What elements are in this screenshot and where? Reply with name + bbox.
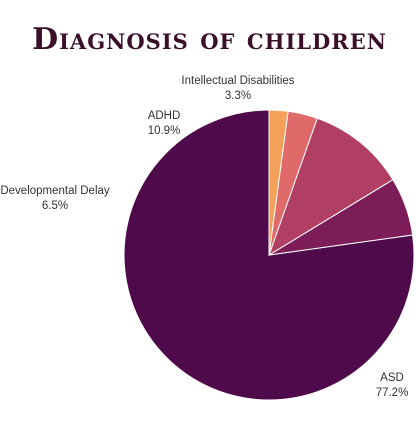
slice-label-intellectual-disabilities: Intellectual Disabilities (181, 75, 294, 87)
slice-value-developmental-delay: 6.5% (42, 200, 68, 212)
chart-title: Diagnosis of children (32, 22, 387, 57)
slice-label-developmental-delay: Developmental Delay (0, 185, 110, 197)
pie-slice-other (268, 109, 289, 256)
slice-label-asd: ASD (380, 372, 404, 384)
pie-slice-adhd (268, 117, 394, 257)
slice-value-asd: 77.2% (376, 387, 409, 399)
slice-value-adhd: 10.9% (148, 125, 181, 137)
slice-label-adhd: ADHD (148, 110, 181, 122)
slice-value-intellectual-disabilities: 3.3% (225, 90, 251, 102)
